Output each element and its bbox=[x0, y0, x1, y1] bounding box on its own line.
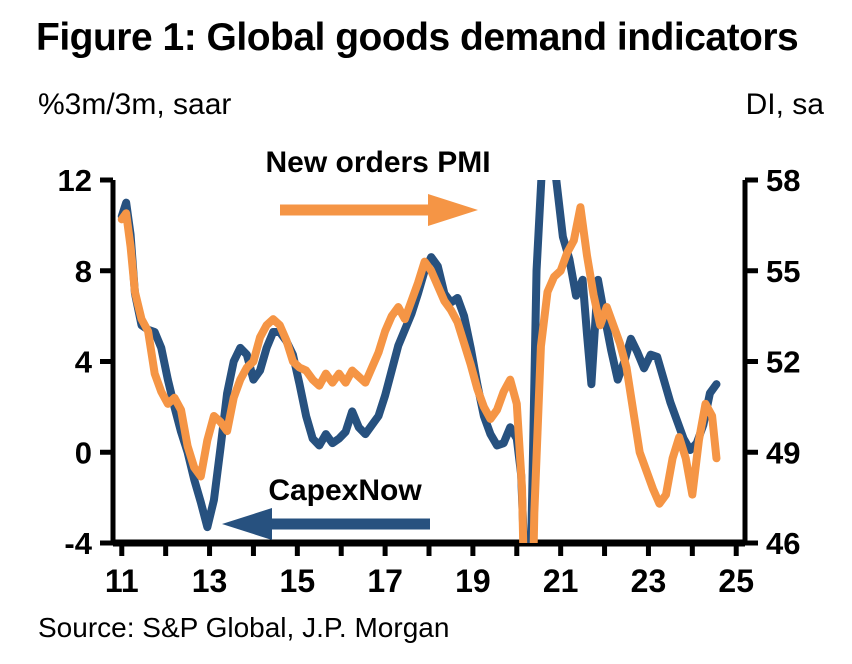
right-axis-tick-label: 52 bbox=[766, 345, 800, 380]
left-axis-unit-label: %3m/3m, saar bbox=[38, 88, 232, 121]
left-axis-tick-label: 8 bbox=[75, 254, 92, 289]
x-axis-ticks bbox=[119, 543, 739, 556]
x-axis-tick-label: 23 bbox=[631, 563, 667, 599]
annotation-capexnow: CapexNow bbox=[268, 474, 422, 507]
x-axis-tick-label: 17 bbox=[367, 563, 403, 599]
series-layer bbox=[117, 180, 721, 543]
page-title: Figure 1: Global goods demand indicators bbox=[36, 16, 799, 59]
left-axis-tick-label: 4 bbox=[75, 345, 93, 380]
x-axis-tick-label: 13 bbox=[192, 563, 228, 599]
new-orders-pmi-arrow bbox=[280, 194, 478, 226]
x-axis-tick-label: 11 bbox=[105, 563, 139, 599]
right-axis-tick-label: 46 bbox=[766, 526, 800, 561]
left-axis-tick-label: -4 bbox=[64, 526, 92, 561]
x-axis-tick-label: 25 bbox=[718, 563, 754, 599]
tick-text-layer: -4 0 4 8 12 46 49 52 55 58 11 13 15 17 19 21 23 25 bbox=[58, 163, 801, 599]
series-line-new-orders-pmi bbox=[117, 203, 721, 543]
right-axis-tick-label: 58 bbox=[766, 163, 800, 198]
right-axis-tick-label: 55 bbox=[766, 254, 800, 289]
left-axis-ticks bbox=[100, 177, 113, 546]
source-note: Source: S&P Global, J.P. Morgan bbox=[38, 612, 450, 643]
left-axis-tick-label: 12 bbox=[58, 163, 92, 198]
x-axis-tick-label: 19 bbox=[455, 563, 491, 599]
right-axis-unit-label: DI, sa bbox=[745, 88, 824, 121]
x-axis-tick-label: 15 bbox=[280, 563, 316, 599]
capexnow-arrow bbox=[222, 508, 430, 540]
right-axis-ticks bbox=[745, 177, 758, 546]
plot-area bbox=[100, 177, 758, 556]
right-axis-tick-label: 49 bbox=[766, 435, 800, 470]
x-axis-tick-label: 21 bbox=[543, 563, 579, 599]
left-axis-tick-label: 0 bbox=[75, 435, 92, 470]
annotation-new-orders-pmi: New orders PMI bbox=[265, 146, 490, 179]
